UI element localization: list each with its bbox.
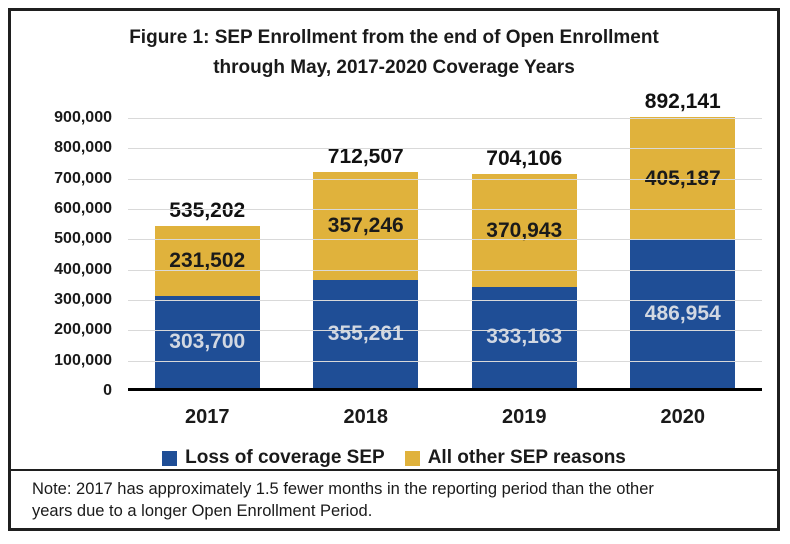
- legend-swatch-icon: [162, 450, 178, 466]
- segment-2017-loss-of-coverage: 303,700: [154, 295, 260, 388]
- bar-stack: 357,246 355,261: [313, 171, 419, 388]
- legend-item: Loss of coverage SEP: [162, 447, 385, 469]
- y-tick-label: 800,000: [54, 139, 112, 157]
- gridline: [128, 269, 762, 271]
- y-tick-label: 500,000: [54, 230, 112, 248]
- y-tick-label: 100,000: [54, 351, 112, 369]
- segment-2018-all-other: 357,246: [313, 171, 419, 281]
- y-tick-label: 700,000: [54, 169, 112, 187]
- gridline: [128, 148, 762, 150]
- x-label-2020: 2020: [660, 406, 706, 428]
- segment-2017-all-other: 231,502: [154, 225, 260, 296]
- total-label-2017: 535,202: [169, 198, 246, 222]
- segment-2019-loss-of-coverage: 333,163: [471, 286, 577, 388]
- y-axis-labels: 0 100,000 200,000 300,000 400,000 500,000 600,…: [11, 109, 112, 399]
- legend-label: Loss of coverage SEP: [185, 447, 385, 468]
- bar-stack: 370,943 333,163: [471, 174, 577, 388]
- note: Note: 2017 has approximately 1.5 fewer m…: [11, 469, 777, 528]
- segment-2018-loss-of-coverage: 355,261: [313, 280, 419, 388]
- gridline: [128, 118, 762, 119]
- gridline: [128, 178, 762, 180]
- plot-area: 535,202 231,502 303,700 712,507 357,246 355,2…: [128, 90, 762, 391]
- y-tick-label: 0: [103, 382, 112, 399]
- legend-swatch-icon: [404, 450, 420, 466]
- chart-title-line2: through May, 2017-2020 Coverage Years: [213, 57, 575, 78]
- gridline: [128, 360, 762, 362]
- note-line1: Note: 2017 has approximately 1.5 fewer m…: [32, 480, 654, 498]
- gridline: [128, 209, 762, 210]
- segment-2019-all-other: 370,943: [471, 174, 577, 287]
- y-tick-label: 300,000: [54, 291, 112, 308]
- chart-title: Figure 1: SEP Enrollment from the end of…: [11, 23, 777, 83]
- y-tick-label: 900,000: [54, 109, 112, 126]
- bar-2017: 535,202 231,502 303,700: [154, 198, 260, 388]
- gridline: [128, 300, 762, 301]
- figure-frame: Figure 1: SEP Enrollment from the end of…: [8, 8, 780, 531]
- y-tick-label: 200,000: [54, 321, 112, 339]
- bar-stack: 231,502 303,700: [154, 225, 260, 388]
- legend-label: All other SEP reasons: [427, 447, 626, 468]
- gridline: [128, 330, 762, 332]
- legend-item: All other SEP reasons: [404, 447, 626, 469]
- bar-2018: 712,507 357,246 355,261: [313, 144, 419, 388]
- x-label-2018: 2018: [343, 406, 389, 428]
- segment-2020-loss-of-coverage: 486,954: [630, 240, 736, 388]
- total-label-2019: 704,106: [486, 147, 563, 171]
- bar-2019: 704,106 370,943 333,163: [471, 147, 577, 388]
- gridline: [128, 239, 762, 241]
- y-tick-label: 600,000: [54, 200, 112, 217]
- legend: Loss of coverage SEP All other SEP reason…: [11, 447, 777, 469]
- y-tick-label: 400,000: [54, 260, 112, 278]
- total-label-2018: 712,507: [327, 144, 404, 168]
- x-label-2019: 2019: [502, 406, 547, 428]
- note-line2: years due to a longer Open Enrollment Pe…: [32, 502, 373, 520]
- x-label-2017: 2017: [185, 406, 230, 428]
- total-label-2020: 892,141: [644, 90, 721, 114]
- x-axis-labels: 2017 2018 2019 2020: [128, 406, 762, 429]
- bars-container: 535,202 231,502 303,700 712,507 357,246 355,2…: [128, 58, 762, 388]
- chart-title-line1: Figure 1: SEP Enrollment from the end of…: [129, 27, 659, 48]
- bar-stack: 405,187 486,954: [630, 117, 736, 388]
